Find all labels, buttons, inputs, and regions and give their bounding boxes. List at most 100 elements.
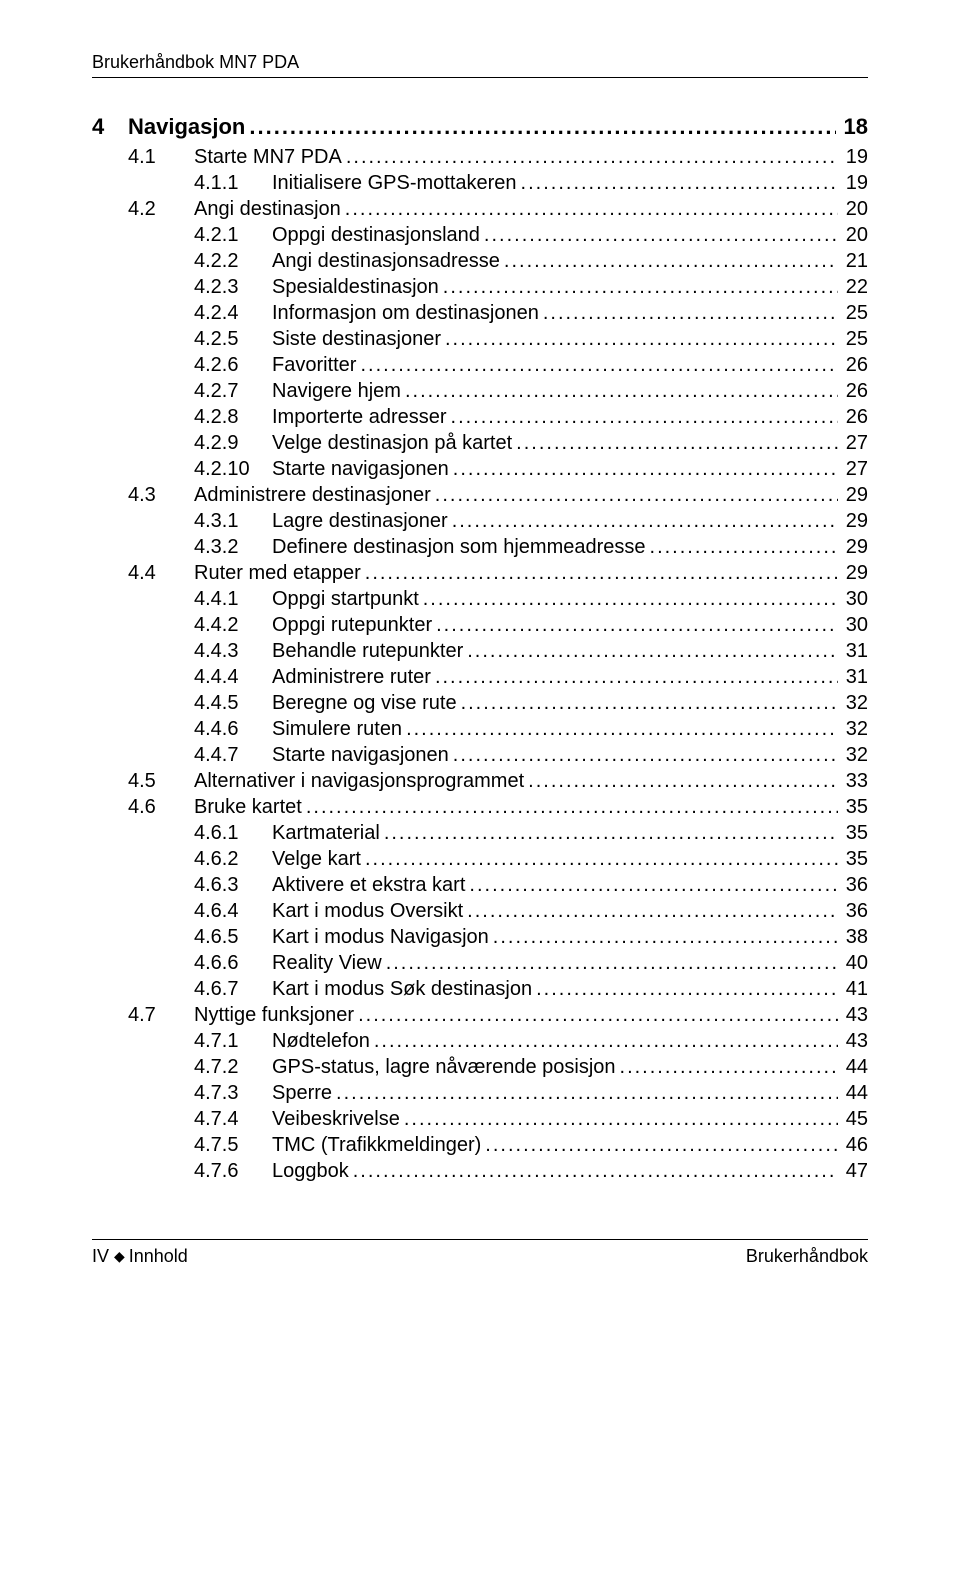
toc-entry-page: 20 <box>842 198 868 221</box>
toc-entry-page: 40 <box>842 952 868 975</box>
header-title-text: Brukerhåndbok MN7 PDA <box>92 52 299 72</box>
toc-entry-number: 4.3.1 <box>92 510 272 533</box>
toc-entry: 4.7.2GPS-status, lagre nåværende posisjo… <box>92 1056 868 1079</box>
footer-left: IV ◆ Innhold <box>92 1246 188 1267</box>
toc-entry-page: 26 <box>842 354 868 377</box>
toc-entry-page: 22 <box>842 276 868 299</box>
toc-entry: 4.4.4Administrere ruter.................… <box>92 666 868 689</box>
toc-entry-number: 4.2.6 <box>92 354 272 377</box>
toc-entry-page: 26 <box>842 406 868 429</box>
toc-entry: 4.2.5Siste destinasjoner................… <box>92 328 868 351</box>
toc-entry: 4.7.4Veibeskrivelse.....................… <box>92 1108 868 1131</box>
toc-entry-page: 41 <box>842 978 868 1001</box>
toc-entry-label: Administrere ruter <box>272 666 431 689</box>
toc-entry-number: 4.2.9 <box>92 432 272 455</box>
toc-entry-page: 31 <box>842 666 868 689</box>
page-header: Brukerhåndbok MN7 PDA <box>92 52 868 78</box>
toc-entry: 4.7.1Nødtelefon.........................… <box>92 1030 868 1053</box>
toc-leader-dots: ........................................… <box>485 1134 837 1157</box>
toc-entry-number: 4.7.6 <box>92 1160 272 1183</box>
toc-entry-number: 4.6.3 <box>92 874 272 897</box>
toc-entry-number: 4.4 <box>92 562 194 585</box>
toc-entry-number: 4.7.4 <box>92 1108 272 1131</box>
toc-entry-number: 4.7.1 <box>92 1030 272 1053</box>
toc-leader-dots: ........................................… <box>365 562 838 585</box>
toc-entry: 4.2.10Starte navigasjonen...............… <box>92 458 868 481</box>
toc-entry-number: 4.6.2 <box>92 848 272 871</box>
toc-leader-dots: ........................................… <box>445 328 838 351</box>
toc-entry-page: 25 <box>842 328 868 351</box>
toc-entry-label: Beregne og vise rute <box>272 692 457 715</box>
toc-entry-label: Simulere ruten <box>272 718 402 741</box>
toc-entry-number: 4.2.7 <box>92 380 272 403</box>
toc-entry-number: 4.4.5 <box>92 692 272 715</box>
toc-entry-label: Behandle rutepunkter <box>272 640 463 663</box>
toc-entry: 4.4.7Starte navigasjonen................… <box>92 744 868 767</box>
toc-entry-number: 4.7 <box>92 1004 194 1027</box>
toc-entry: 4Navigasjon.............................… <box>92 114 868 140</box>
toc-entry: 4.6.2Velge kart.........................… <box>92 848 868 871</box>
toc-entry-page: 36 <box>842 900 868 923</box>
toc-entry: 4.2.2Angi destinasjonsadresse...........… <box>92 250 868 273</box>
toc-entry-label: Siste destinasjoner <box>272 328 441 351</box>
toc-entry: 4.2.3Spesialdestinasjon.................… <box>92 276 868 299</box>
toc-leader-dots: ........................................… <box>435 484 838 507</box>
toc-leader-dots: ........................................… <box>404 1108 838 1131</box>
toc-entry-page: 46 <box>842 1134 868 1157</box>
toc-entry: 4.4.5Beregne og vise rute...............… <box>92 692 868 715</box>
toc-entry: 4.7.5TMC (Trafikkmeldinger).............… <box>92 1134 868 1157</box>
footer-right: Brukerhåndbok <box>746 1246 868 1267</box>
toc-leader-dots: ........................................… <box>528 770 838 793</box>
toc-entry-number: 4.2.4 <box>92 302 272 325</box>
toc-entry-label: Initialisere GPS-mottakeren <box>272 172 517 195</box>
toc-entry-number: 4.6.1 <box>92 822 272 845</box>
toc-entry-page: 29 <box>842 510 868 533</box>
toc-entry: 4.6.3Aktivere et ekstra kart............… <box>92 874 868 897</box>
toc-entry-page: 29 <box>842 536 868 559</box>
toc-entry-label: Definere destinasjon som hjemmeadresse <box>272 536 646 559</box>
toc-entry-number: 4.3 <box>92 484 194 507</box>
table-of-contents: 4Navigasjon.............................… <box>92 114 868 1183</box>
toc-entry-page: 35 <box>842 796 868 819</box>
toc-leader-dots: ........................................… <box>451 406 838 429</box>
toc-entry-number: 4.2.5 <box>92 328 272 351</box>
toc-leader-dots: ........................................… <box>306 796 838 819</box>
toc-entry-label: TMC (Trafikkmeldinger) <box>272 1134 481 1157</box>
toc-entry-label: Kart i modus Navigasjon <box>272 926 489 949</box>
toc-entry-number: 4.5 <box>92 770 194 793</box>
toc-entry-label: Lagre destinasjoner <box>272 510 448 533</box>
toc-entry-number: 4.6.6 <box>92 952 272 975</box>
toc-entry-label: Kart i modus Oversikt <box>272 900 463 923</box>
toc-leader-dots: ........................................… <box>249 114 835 140</box>
toc-entry-number: 4.7.3 <box>92 1082 272 1105</box>
toc-leader-dots: ........................................… <box>620 1056 838 1079</box>
toc-entry-page: 43 <box>842 1030 868 1053</box>
toc-entry: 4.2.4Informasjon om destinasjonen.......… <box>92 302 868 325</box>
toc-entry-page: 47 <box>842 1160 868 1183</box>
toc-entry: 4.2.6Favoritter.........................… <box>92 354 868 377</box>
footer-left-prefix: IV <box>92 1246 109 1266</box>
toc-entry-label: Administrere destinasjoner <box>194 484 431 507</box>
toc-entry-label: Informasjon om destinasjonen <box>272 302 539 325</box>
toc-entry: 4.4Ruter med etapper....................… <box>92 562 868 585</box>
toc-entry-page: 26 <box>842 380 868 403</box>
toc-leader-dots: ........................................… <box>443 276 838 299</box>
toc-entry: 4.7.3Sperre.............................… <box>92 1082 868 1105</box>
toc-leader-dots: ........................................… <box>484 224 838 247</box>
toc-entry: 4.3Administrere destinasjoner...........… <box>92 484 868 507</box>
toc-entry-label: Starte MN7 PDA <box>194 146 342 169</box>
toc-entry: 4.7Nyttige funksjoner...................… <box>92 1004 868 1027</box>
toc-entry-label: Kartmaterial <box>272 822 380 845</box>
toc-entry-label: Velge kart <box>272 848 361 871</box>
toc-leader-dots: ........................................… <box>469 874 837 897</box>
toc-entry: 4.2.7Navigere hjem......................… <box>92 380 868 403</box>
toc-entry-page: 35 <box>842 848 868 871</box>
toc-entry-page: 19 <box>842 146 868 169</box>
toc-entry-page: 32 <box>842 692 868 715</box>
toc-entry: 4.4.3Behandle rutepunkter...............… <box>92 640 868 663</box>
toc-entry-page: 45 <box>842 1108 868 1131</box>
toc-entry-number: 4.4.1 <box>92 588 272 611</box>
toc-entry-page: 44 <box>842 1082 868 1105</box>
toc-entry-page: 29 <box>842 562 868 585</box>
toc-entry-number: 4.4.7 <box>92 744 272 767</box>
